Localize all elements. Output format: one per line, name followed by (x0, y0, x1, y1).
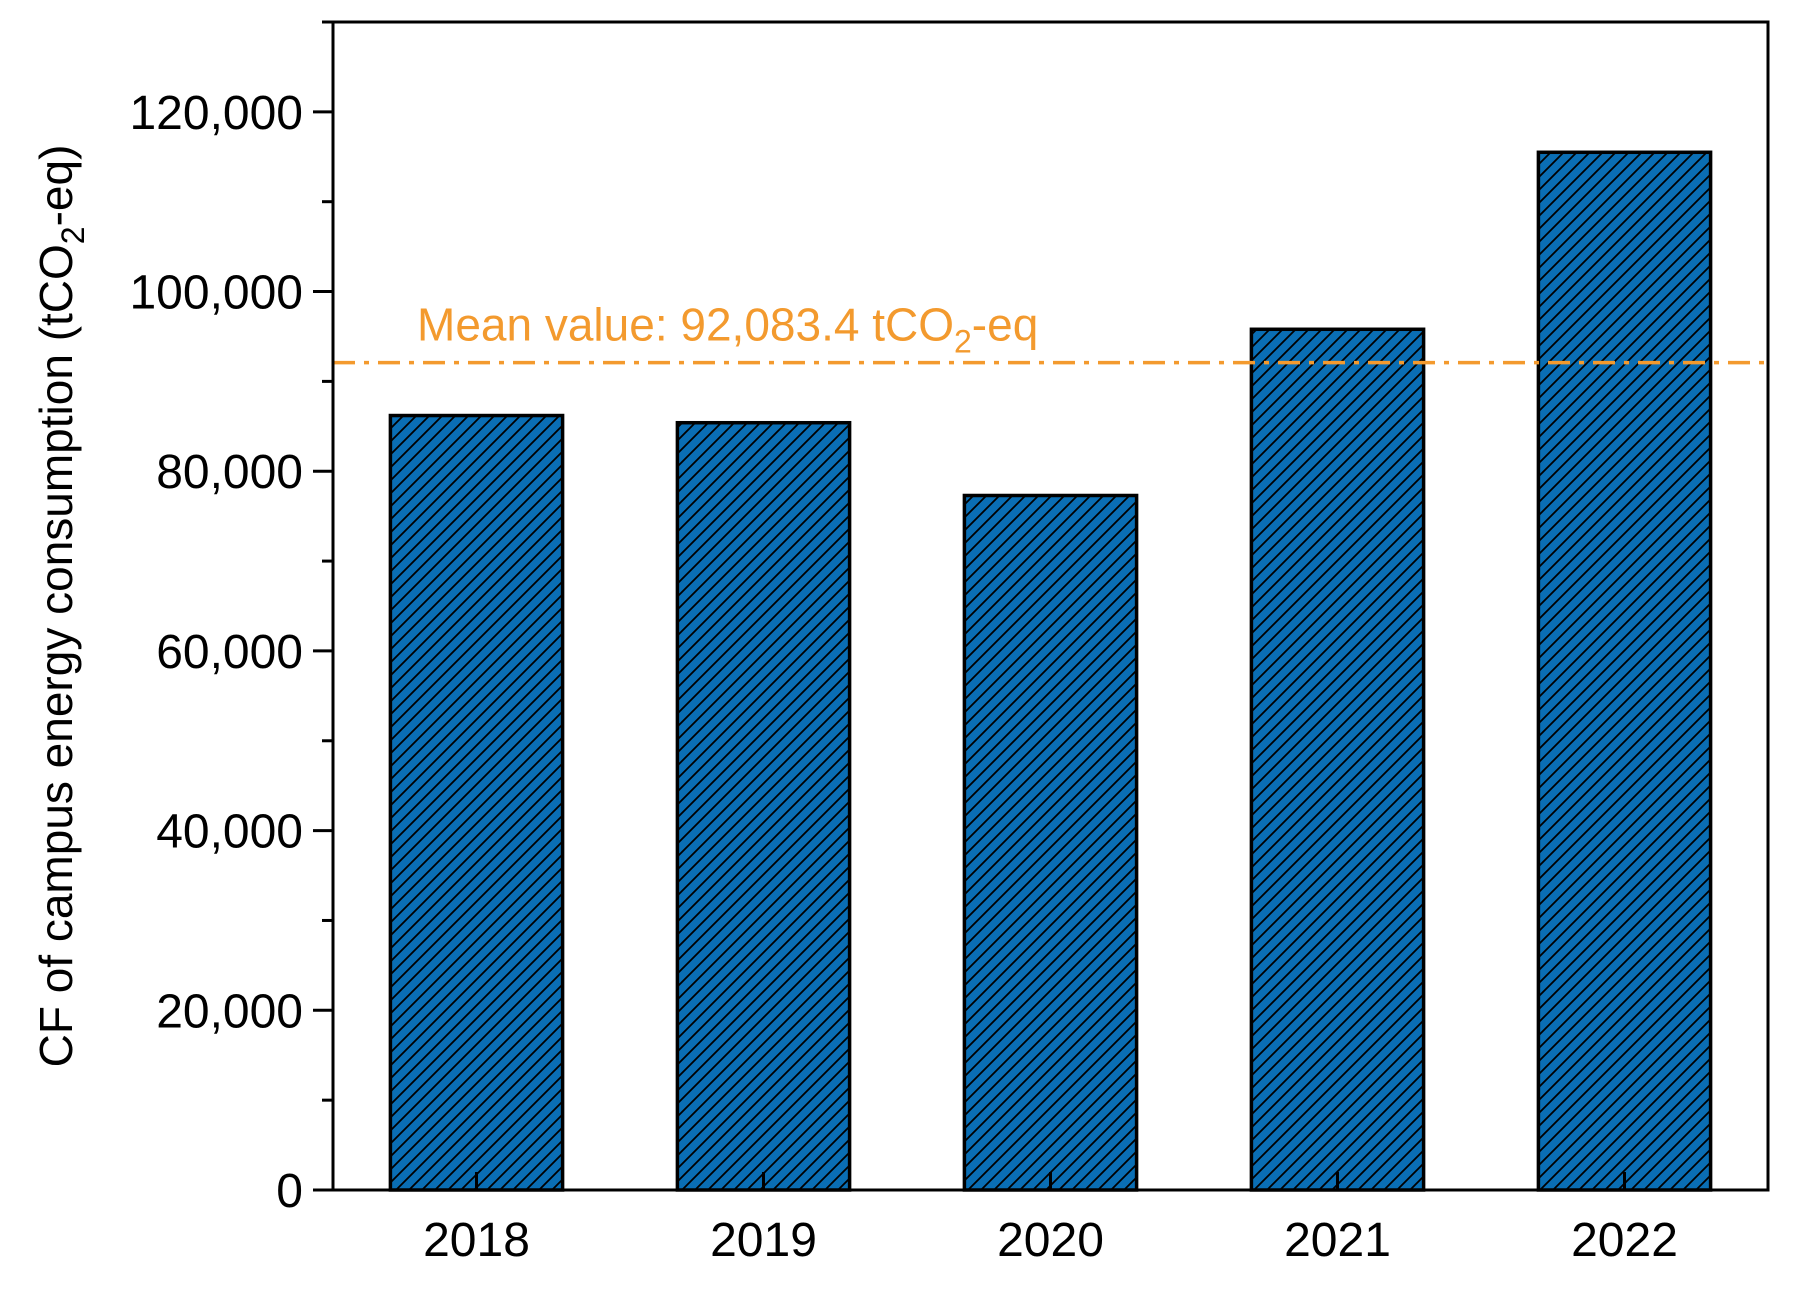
y-tick-label: 20,000 (156, 985, 303, 1038)
bar-2019 (675, 420, 852, 1192)
y-axis-title: CF of campus energy consumption (tCO2-eq… (30, 145, 91, 1068)
y-tick-label: 60,000 (156, 626, 303, 679)
bar-2018 (388, 413, 565, 1192)
x-tick-label: 2022 (1571, 1214, 1678, 1267)
x-ticks (475, 1172, 1626, 1190)
bar-2022 (1536, 150, 1713, 1192)
y-tick-label: 40,000 (156, 806, 303, 859)
y-tick-label: 80,000 (156, 446, 303, 499)
bar-2021 (1249, 327, 1426, 1192)
y-ticks (313, 20, 333, 1192)
x-tick-label: 2019 (710, 1214, 817, 1267)
bars (388, 150, 1713, 1192)
mean-value-label: Mean value: 92,083.4 tCO2-eq (417, 299, 1038, 360)
x-tick-label: 2021 (1284, 1214, 1391, 1267)
y-tick-label: 100,000 (129, 267, 303, 320)
bar-2020 (962, 493, 1139, 1192)
y-tick-labels: 0 20,000 40,000 60,000 80,000 100,000 120,000 (129, 87, 303, 1218)
x-tick-labels: 2018 2019 2020 2021 2022 (423, 1214, 1678, 1267)
x-tick-label: 2020 (997, 1214, 1104, 1267)
plot-frame (331, 20, 1770, 1192)
y-tick-label: 0 (276, 1165, 303, 1218)
y-tick-label: 120,000 (129, 87, 303, 140)
x-tick-label: 2018 (423, 1214, 530, 1267)
